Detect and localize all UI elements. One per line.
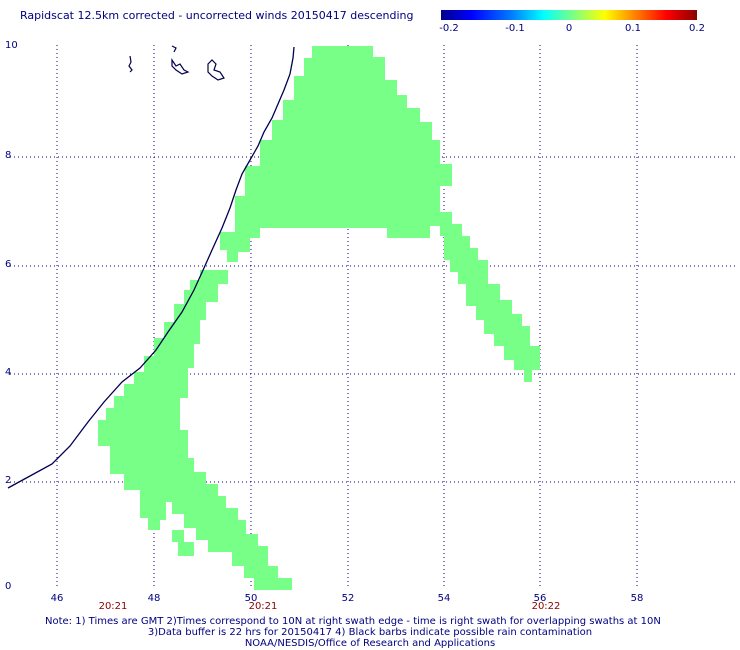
islands	[128, 45, 225, 81]
y-tick-label: 6	[5, 259, 12, 270]
x-tick-label: 52	[341, 593, 355, 604]
colorbar	[441, 10, 697, 20]
colorbar-tick-label: -0.1	[505, 23, 525, 34]
swath-right-arm	[440, 212, 540, 382]
y-tick-label: 4	[5, 367, 12, 378]
y-tick-label: 0	[5, 581, 12, 592]
colorbar-tick-label: 0.2	[689, 23, 705, 34]
x-tick-label: 58	[630, 593, 644, 604]
time-label: 20:22	[531, 601, 561, 612]
swath-fragment	[172, 530, 184, 542]
island	[171, 45, 177, 53]
island	[128, 55, 133, 73]
swath-fragment	[178, 542, 194, 556]
y-tick-label: 10	[5, 40, 18, 51]
y-tick-label: 8	[5, 150, 12, 161]
y-tick-label: 2	[5, 475, 12, 486]
coastline	[7, 46, 295, 489]
swath-left-arm	[98, 270, 292, 590]
x-tick-label: 56	[533, 593, 547, 604]
time-label: 20:21	[98, 601, 128, 612]
wind-swath	[98, 46, 540, 590]
island	[207, 59, 225, 81]
colorbar-tick-label: 0.1	[625, 23, 641, 34]
x-tick-label: 46	[50, 593, 64, 604]
x-tick-label: 54	[437, 593, 451, 604]
island	[171, 58, 190, 75]
colorbar-tick-label: -0.2	[439, 23, 459, 34]
map-title: Rapidscat 12.5km corrected - uncorrected…	[20, 9, 414, 22]
note-line-3: NOAA/NESDIS/Office of Research and Appli…	[244, 638, 496, 649]
x-tick-label: 48	[147, 593, 161, 604]
note-line-1: Note: 1) Times are GMT 2)Times correspon…	[45, 616, 661, 627]
note-line-2: 3)Data buffer is 22 hrs for 20150417 4) …	[147, 627, 593, 638]
x-tick-label: 50	[244, 593, 258, 604]
colorbar-tick-label: 0	[565, 23, 573, 34]
swath-upper	[220, 46, 452, 262]
time-label: 20:21	[248, 601, 278, 612]
